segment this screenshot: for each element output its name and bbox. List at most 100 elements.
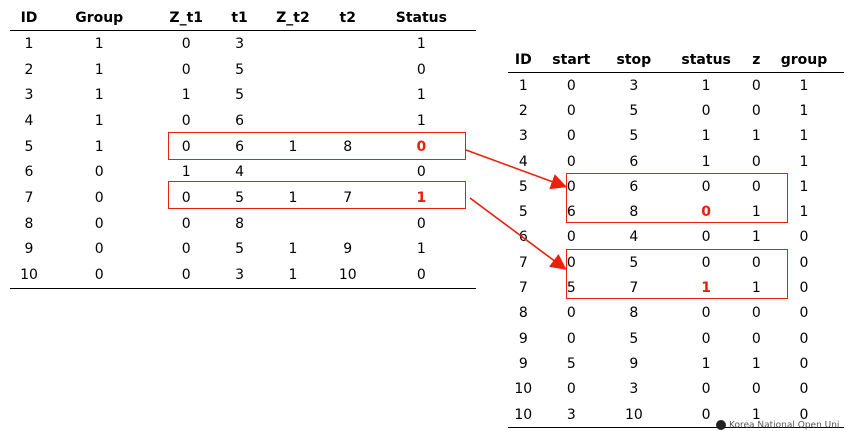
right-header-cell: stop — [616, 52, 652, 68]
table-cell: 0 — [751, 153, 761, 170]
table-row: 8 0 8 0 0 0 — [508, 301, 844, 326]
table-cell: 0 — [566, 128, 576, 145]
table-cell: 0 — [751, 102, 761, 119]
table-cell: 0 — [94, 215, 104, 232]
table-cell: 7 — [24, 189, 34, 206]
table-cell: 0 — [799, 254, 809, 271]
table-cell: 0 — [701, 305, 711, 322]
table-cell: 0 — [701, 229, 711, 246]
table-cell: 0 — [181, 267, 191, 284]
table-row: 8 0 0 8 0 — [10, 211, 476, 237]
table-cell: 0 — [566, 305, 576, 322]
table-row: 4 0 6 1 0 1 — [508, 149, 844, 174]
left-header-cell: Z_t2 — [276, 10, 310, 26]
table-cell: 4 — [24, 112, 34, 129]
table-cell: 0 — [566, 381, 576, 398]
table-cell: 0 — [566, 77, 576, 94]
table-cell: 1 — [94, 87, 104, 104]
table-cell: 1 — [751, 355, 761, 372]
table-cell: 1 — [751, 406, 761, 423]
table-cell: 8 — [343, 138, 353, 155]
table-cell: 0 — [181, 61, 191, 78]
table-cell: 7 — [629, 280, 639, 297]
table-cell: 5 — [235, 189, 245, 206]
table-cell: 0 — [181, 138, 191, 155]
table-cell: 10 — [514, 381, 533, 398]
table-cell: 7 — [518, 254, 528, 271]
table-cell: 0 — [701, 254, 711, 271]
table-cell: 4 — [235, 164, 245, 181]
table-cell: 5 — [235, 241, 245, 258]
right-highlight-box-id7 — [566, 249, 788, 299]
table-cell: 10 — [20, 267, 38, 284]
left-header-cell: Z_t1 — [169, 10, 204, 26]
right-header-cell: ID — [514, 52, 532, 68]
table-cell: 0 — [799, 280, 809, 297]
table-cell: 1 — [799, 128, 809, 145]
table-cell: 0 — [701, 381, 711, 398]
table-row: 10 0 3 0 0 0 — [508, 377, 844, 402]
table-cell: 1 — [416, 241, 426, 258]
table-cell: 5 — [566, 280, 576, 297]
table-row: 5 0 6 0 0 1 — [508, 174, 844, 199]
table-cell: 0 — [94, 189, 104, 206]
right-header-cell: start — [552, 52, 591, 68]
left-table-header-row: ID Group Z_t1 t1 Z_t2 t2 Status — [10, 6, 476, 31]
table-cell: 6 — [629, 178, 639, 195]
table-cell: 1 — [701, 153, 711, 170]
table-cell: 0 — [751, 330, 761, 347]
table-cell: 10 — [514, 406, 533, 423]
table-cell: 0 — [94, 241, 104, 258]
table-row: 9 0 0 5 1 9 1 — [10, 237, 476, 263]
arrow-row7-icon — [469, 197, 567, 270]
table-cell: 5 — [629, 330, 639, 347]
table-row: 4 1 0 6 1 — [10, 108, 476, 134]
table-cell: 8 — [629, 204, 639, 221]
table-cell: 1 — [94, 112, 104, 129]
table-cell: 0 — [566, 178, 576, 195]
table-cell: 5 — [629, 254, 639, 271]
table-cell: 8 — [629, 305, 639, 322]
table-cell: 1 — [751, 280, 761, 297]
table-cell: 1 — [701, 280, 712, 297]
table-cell: 1 — [701, 77, 711, 94]
table-cell: 6 — [566, 204, 576, 221]
table-cell: 1 — [701, 128, 711, 145]
table-cell: 0 — [799, 229, 809, 246]
table-cell: 0 — [416, 215, 426, 232]
table-cell: 1 — [24, 35, 34, 52]
table-cell: 0 — [566, 254, 576, 271]
table-cell: 2 — [518, 102, 528, 119]
table-cell: 0 — [416, 138, 427, 155]
table-cell: 3 — [629, 381, 639, 398]
table-cell: 4 — [518, 153, 528, 170]
right-highlight-box-id5 — [566, 173, 788, 223]
left-header-cell: Status — [395, 10, 447, 26]
table-cell: 1 — [181, 87, 191, 104]
table-cell: 5 — [629, 102, 639, 119]
table-cell: 6 — [235, 112, 245, 129]
table-cell: 0 — [799, 305, 809, 322]
right-header-cell: group — [780, 52, 828, 68]
table-cell: 7 — [343, 189, 353, 206]
table-cell: 6 — [629, 153, 639, 170]
table-cell: 0 — [751, 381, 761, 398]
table-cell: 9 — [629, 355, 639, 372]
table-cell: 1 — [94, 138, 104, 155]
table-cell: 1 — [288, 189, 298, 206]
table-cell: 10 — [338, 267, 357, 284]
table-cell: 0 — [181, 215, 191, 232]
table-row: 7 5 7 1 1 0 — [508, 275, 844, 300]
table-cell: 0 — [751, 254, 761, 271]
table-cell: 1 — [288, 241, 298, 258]
right-header-cell: z — [752, 52, 761, 68]
table-cell: 0 — [751, 77, 761, 94]
table-row: 9 5 9 1 1 0 — [508, 351, 844, 376]
table-cell: 5 — [629, 128, 639, 145]
table-cell: 0 — [566, 102, 576, 119]
table-cell: 0 — [701, 330, 711, 347]
table-cell: 0 — [566, 153, 576, 170]
